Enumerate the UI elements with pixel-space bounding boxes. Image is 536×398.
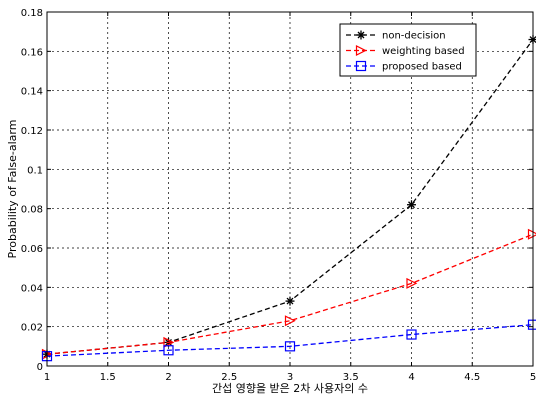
x-tick-label: 2.5	[221, 372, 237, 383]
series-proposed-based	[41, 319, 536, 362]
x-tick-label: 3.5	[343, 372, 359, 383]
y-axis-label: Probability of False-alarm	[6, 120, 19, 259]
y-tick-label: 0.12	[21, 126, 43, 137]
ticks: 1 1.5 2 2.5 3 3.5 4 4.5 5 0 0.02 0.04 0.06 0.08 0.1 0.1…	[21, 8, 536, 383]
data-point	[163, 345, 174, 356]
y-tick-label: 0.06	[21, 244, 43, 255]
y-tick-label: 0.1	[27, 165, 43, 176]
data-point	[355, 45, 367, 56]
y-tick-label: 0.02	[21, 323, 43, 334]
x-axis-label: 간섭 영향을 받은 2차 사용자의 수	[212, 382, 368, 395]
y-tick-label: 0.08	[21, 205, 43, 216]
legend-label: non-decision	[382, 31, 446, 42]
x-tick-label: 1.5	[100, 372, 116, 383]
legend: non-decision weighting based proposed base…	[339, 23, 477, 77]
series-non-decision	[42, 35, 536, 359]
y-tick-label: 0.18	[21, 8, 43, 19]
data-point	[527, 228, 536, 240]
x-tick-label: 1	[44, 372, 50, 383]
data-point	[284, 341, 296, 352]
data-point	[406, 277, 418, 289]
y-tick-label: 0.16	[21, 47, 43, 58]
y-tick-label: 0	[37, 362, 43, 373]
y-tick-label: 0.04	[21, 283, 43, 294]
series-line	[46, 324, 534, 357]
data-point	[407, 200, 416, 210]
legend-label: proposed based	[382, 62, 462, 73]
data-point	[284, 315, 296, 327]
series-line	[46, 233, 534, 355]
data-point	[355, 60, 367, 72]
y-tick-label: 0.14	[21, 87, 43, 98]
data-point	[285, 296, 295, 306]
data-point	[406, 329, 417, 340]
x-tick-label: 4.5	[464, 372, 480, 383]
series-group	[41, 35, 536, 362]
x-tick-label: 3	[287, 372, 293, 383]
x-tick-label: 5	[530, 372, 536, 383]
series-weighting-based	[41, 228, 536, 360]
data-point	[356, 30, 366, 40]
x-tick-label: 2	[165, 372, 171, 383]
x-tick-label: 4	[408, 372, 414, 383]
data-point	[528, 35, 536, 45]
legend-label: weighting based	[382, 46, 465, 57]
data-point	[163, 336, 175, 348]
